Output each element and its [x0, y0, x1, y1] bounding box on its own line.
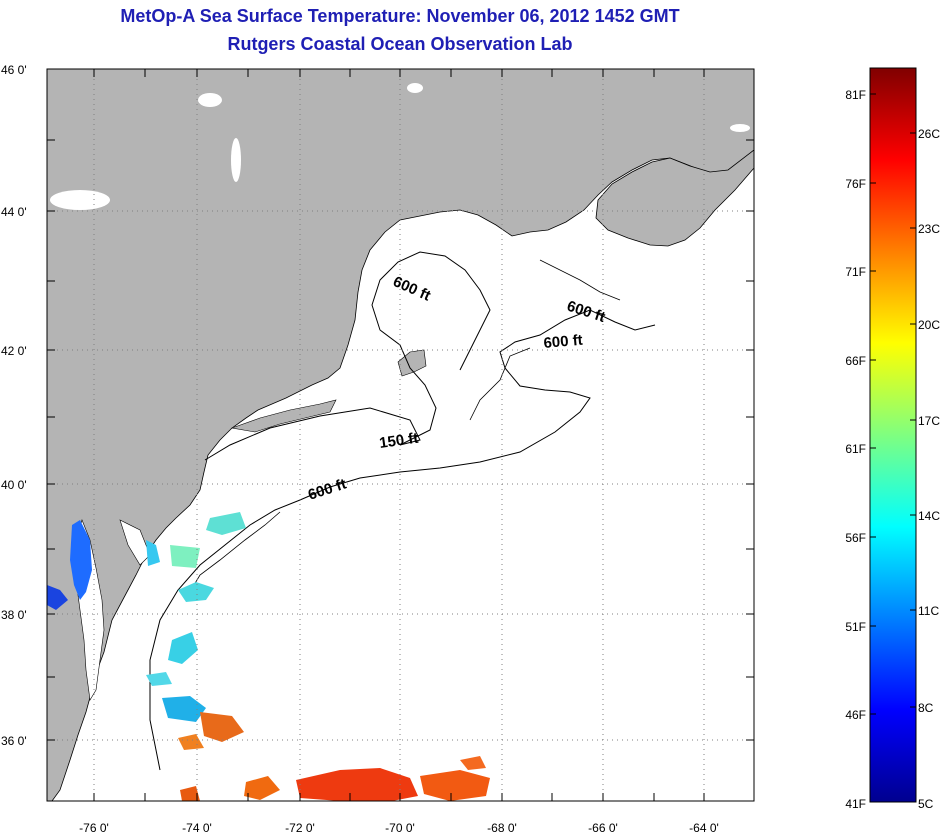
lat-label: 46 0' — [1, 63, 27, 77]
lake — [50, 190, 110, 210]
colorbar-f-label: 51F — [845, 620, 866, 634]
colorbar-f-label: 71F — [845, 265, 866, 279]
contour-label: 600 ft — [543, 332, 584, 352]
lake — [198, 93, 222, 107]
axis-ticks — [46, 68, 755, 801]
contour-label: 150 ft — [378, 430, 419, 452]
colorbar-c-label: 11C — [918, 604, 939, 618]
colorbar-f-label: 56F — [845, 531, 866, 545]
lat-label: 42 0' — [1, 344, 27, 358]
colorbar-f-label: 66F — [845, 354, 866, 368]
colorbar-c-label: 8C — [918, 701, 934, 715]
colorbar-f-label: 46F — [845, 708, 866, 722]
lon-label: -76 0' — [79, 821, 109, 835]
lat-label: 40 0' — [1, 478, 27, 492]
lake — [730, 124, 750, 132]
delaware-bay — [119, 519, 151, 566]
colorbar — [869, 67, 917, 803]
lat-label: 36 0' — [1, 734, 27, 748]
map-title: MetOp-A Sea Surface Temperature: Novembe… — [120, 6, 680, 26]
lon-label: -70 0' — [385, 821, 415, 835]
colorbar-c-label: 26C — [918, 127, 940, 141]
land-nova-scotia — [595, 149, 754, 247]
colorbar-c-label: 14C — [918, 509, 940, 523]
land-north-america — [47, 69, 754, 801]
colorbar-f-label: 76F — [845, 177, 866, 191]
colorbar-c-label: 20C — [918, 318, 940, 332]
lon-label: -74 0' — [182, 821, 212, 835]
lat-label: 38 0' — [1, 608, 27, 622]
lon-label: -66 0' — [588, 821, 618, 835]
lon-label: -68 0' — [487, 821, 517, 835]
lon-label: -72 0' — [285, 821, 315, 835]
lat-label: 44 0' — [1, 205, 27, 219]
colorbar-c-label: 17C — [918, 414, 940, 428]
colorbar-ticks — [870, 93, 916, 715]
lake — [407, 83, 423, 93]
lake — [231, 138, 241, 182]
sst-pixels — [47, 512, 490, 801]
colorbar-f-label: 81F — [845, 88, 866, 102]
colorbar-c-label: 5C — [918, 797, 934, 811]
colorbar-f-label: 61F — [845, 442, 866, 456]
land-long-island — [230, 399, 337, 433]
colorbar-f-label: 41F — [845, 797, 866, 811]
grid-lines — [47, 69, 754, 801]
lon-label: -64 0' — [689, 821, 719, 835]
bathymetry-contours — [149, 251, 656, 771]
colorbar-c-label: 23C — [918, 222, 940, 236]
map-subtitle: Rutgers Coastal Ocean Observation Lab — [227, 34, 573, 54]
